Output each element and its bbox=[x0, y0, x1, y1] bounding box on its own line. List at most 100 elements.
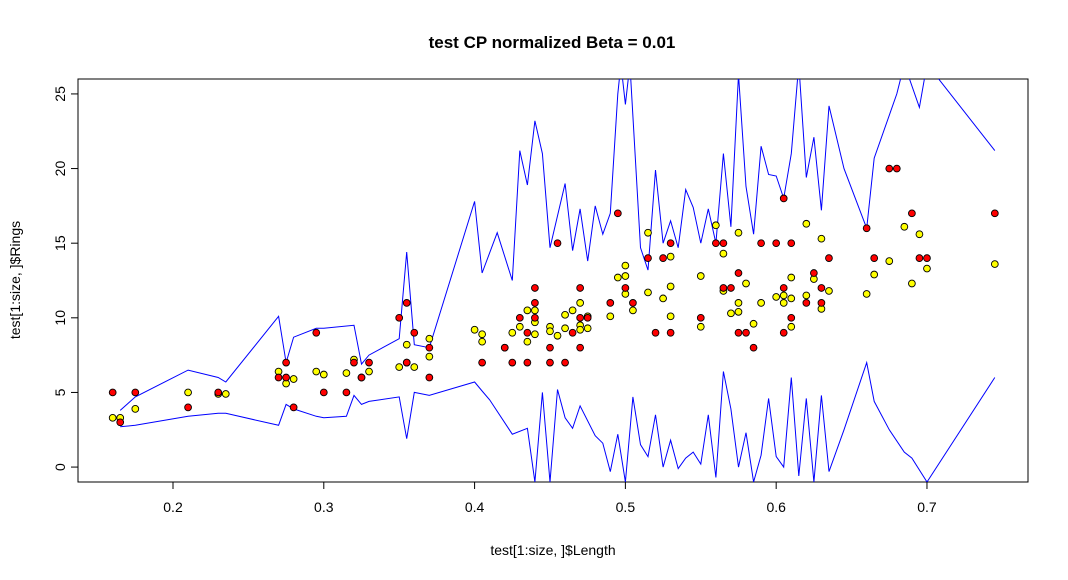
predicted-point bbox=[561, 310, 569, 319]
observed-point bbox=[523, 328, 532, 337]
observed-point bbox=[810, 269, 818, 277]
observed-point bbox=[666, 239, 675, 248]
observed-point bbox=[410, 328, 419, 337]
predicted-point bbox=[621, 272, 630, 280]
observed-point bbox=[779, 284, 788, 292]
y-tick-label: 20 bbox=[52, 161, 68, 177]
observed-point bbox=[862, 224, 871, 233]
predicted-point bbox=[712, 221, 720, 230]
observed-point bbox=[508, 358, 517, 367]
predicted-point bbox=[870, 270, 879, 279]
observed-point bbox=[531, 313, 539, 322]
observed-point bbox=[478, 358, 486, 367]
observed-point bbox=[365, 358, 373, 367]
predicted-point bbox=[734, 299, 743, 307]
predicted-point bbox=[727, 309, 735, 318]
predicted-point bbox=[787, 294, 796, 303]
observed-point bbox=[553, 239, 562, 248]
observed-point bbox=[870, 254, 879, 262]
observed-point bbox=[282, 373, 290, 382]
predicted-point bbox=[908, 279, 916, 288]
predicted-point bbox=[410, 363, 419, 371]
observed-point bbox=[734, 328, 743, 337]
predicted-point bbox=[289, 375, 298, 383]
plot-frame bbox=[77, 78, 1029, 483]
observed-point bbox=[531, 299, 539, 307]
observed-point bbox=[719, 239, 728, 248]
predicted-point bbox=[734, 228, 743, 237]
observed-point bbox=[312, 328, 321, 337]
observed-point bbox=[727, 284, 735, 292]
predicted-point bbox=[470, 325, 479, 334]
observed-point bbox=[500, 343, 509, 352]
observed-point bbox=[214, 388, 223, 397]
observed-point bbox=[990, 209, 999, 218]
x-tick-label: 0.2 bbox=[163, 499, 183, 515]
predicted-point bbox=[583, 324, 592, 333]
observed-point bbox=[696, 313, 705, 322]
predicted-point bbox=[696, 322, 705, 331]
y-tick-label: 25 bbox=[52, 86, 68, 102]
predicted-point bbox=[621, 261, 630, 270]
predicted-point bbox=[613, 273, 622, 282]
chart-title: test CP normalized Beta = 0.01 bbox=[429, 33, 676, 52]
y-tick-label: 15 bbox=[52, 235, 68, 251]
predicted-point bbox=[659, 294, 667, 303]
observed-point bbox=[576, 313, 584, 322]
observed-point bbox=[613, 209, 622, 218]
observed-point bbox=[531, 284, 539, 292]
observed-point bbox=[606, 299, 615, 307]
x-tick-label: 0.6 bbox=[766, 499, 786, 515]
predicted-point bbox=[644, 288, 652, 297]
observed-point bbox=[908, 209, 916, 218]
x-axis-label: test[1:size, ]$Length bbox=[490, 542, 615, 558]
observed-point bbox=[274, 373, 283, 382]
observed-point bbox=[734, 269, 743, 277]
predicted-point bbox=[779, 299, 788, 307]
predicted-point bbox=[817, 234, 826, 243]
predicted-point bbox=[606, 312, 615, 321]
predicted-point bbox=[772, 293, 781, 301]
predicted-point bbox=[561, 324, 569, 333]
observed-point bbox=[644, 254, 652, 262]
data-points bbox=[108, 164, 999, 427]
observed-point bbox=[779, 328, 788, 337]
observed-point bbox=[108, 388, 117, 397]
predicted-point bbox=[862, 290, 871, 298]
predicted-point bbox=[531, 306, 539, 315]
observed-point bbox=[915, 254, 924, 262]
observed-point bbox=[116, 418, 125, 427]
predicted-point bbox=[802, 219, 811, 228]
observed-point bbox=[289, 403, 298, 412]
x-tick-label: 0.4 bbox=[465, 499, 485, 515]
observed-point bbox=[568, 328, 577, 337]
observed-point bbox=[787, 313, 796, 322]
observed-point bbox=[184, 403, 192, 412]
y-axis-label: test[1:size, ]$Rings bbox=[7, 221, 23, 339]
observed-point bbox=[817, 284, 826, 292]
observed-point bbox=[779, 194, 788, 203]
predicted-point bbox=[312, 367, 321, 376]
observed-point bbox=[546, 343, 554, 352]
observed-point bbox=[576, 284, 584, 292]
observed-point bbox=[350, 358, 358, 367]
observed-point bbox=[583, 313, 592, 322]
observed-point bbox=[757, 239, 765, 248]
predicted-point bbox=[915, 230, 924, 239]
predicted-point bbox=[779, 291, 788, 300]
predicted-point bbox=[923, 264, 931, 273]
observed-point bbox=[923, 254, 931, 262]
predicted-point bbox=[553, 331, 562, 340]
predicted-point bbox=[523, 306, 532, 315]
predicted-point bbox=[342, 369, 351, 377]
predicted-point bbox=[319, 370, 328, 379]
observed-point bbox=[576, 343, 584, 352]
predicted-point bbox=[131, 405, 140, 413]
predicted-point bbox=[478, 337, 486, 346]
predicted-point bbox=[666, 312, 675, 321]
predicted-point bbox=[990, 260, 999, 268]
predicted-point bbox=[742, 279, 750, 288]
predicted-point bbox=[221, 390, 230, 398]
predicted-point bbox=[395, 363, 404, 371]
observed-point bbox=[402, 358, 411, 367]
